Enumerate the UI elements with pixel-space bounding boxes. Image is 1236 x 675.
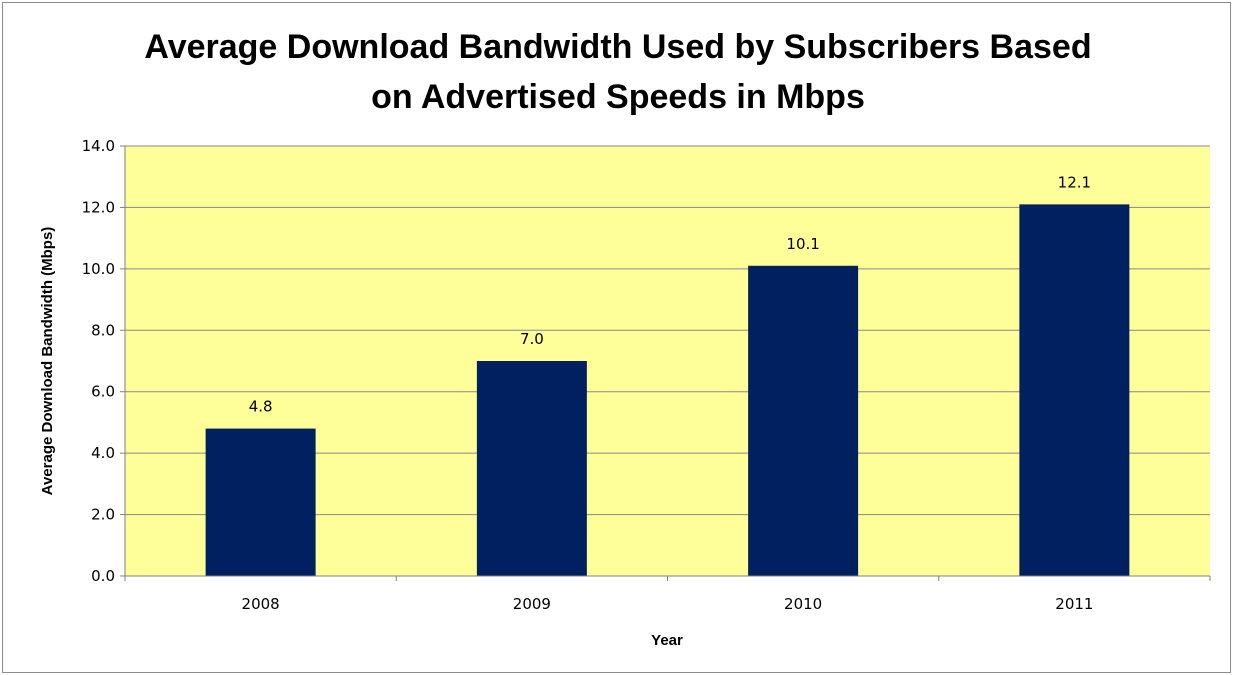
y-axis-title: Average Download Bandwidth (Mbps) <box>39 227 56 496</box>
y-tick-label: 12.0 <box>82 198 115 216</box>
y-tick-label: 2.0 <box>91 506 115 524</box>
bar-2009 <box>476 361 587 576</box>
y-axis-ticks: 0.0 2.0 4.0 6.0 8.0 10.0 12.0 14.0 <box>82 137 125 585</box>
bar-value-labels: 4.8 7.0 10.1 12.1 <box>249 173 1091 415</box>
chart-title-line-2: on Advertised Speeds in Mbps <box>371 78 865 116</box>
bar-2011 <box>1019 204 1130 576</box>
x-tick-label: 2010 <box>784 595 822 613</box>
y-tick-label: 10.0 <box>82 260 115 278</box>
y-tick-label: 14.0 <box>82 137 115 155</box>
y-tick-label: 4.0 <box>91 444 115 462</box>
bar-value-label: 4.8 <box>249 398 273 416</box>
y-tick-label: 6.0 <box>91 383 115 401</box>
bar-2008 <box>205 428 316 576</box>
bar-value-label: 10.1 <box>786 235 819 253</box>
chart-title: Average Download Bandwidth Used by Subsc… <box>0 22 1236 122</box>
bar-value-label: 12.1 <box>1058 173 1091 191</box>
x-tick-label: 2009 <box>513 595 551 613</box>
x-axis-ticks: 2008 2009 2010 2011 <box>124 576 1211 613</box>
y-tick-label: 8.0 <box>91 321 115 339</box>
bar-value-label: 7.0 <box>520 330 544 348</box>
y-tick-label: 0.0 <box>91 567 115 585</box>
bar-2010 <box>748 265 859 576</box>
x-axis-title: Year <box>651 632 683 649</box>
x-tick-label: 2008 <box>242 595 280 613</box>
x-tick-label: 2011 <box>1055 595 1093 613</box>
chart-title-line-1: Average Download Bandwidth Used by Subsc… <box>144 28 1092 66</box>
bars <box>205 204 1130 576</box>
